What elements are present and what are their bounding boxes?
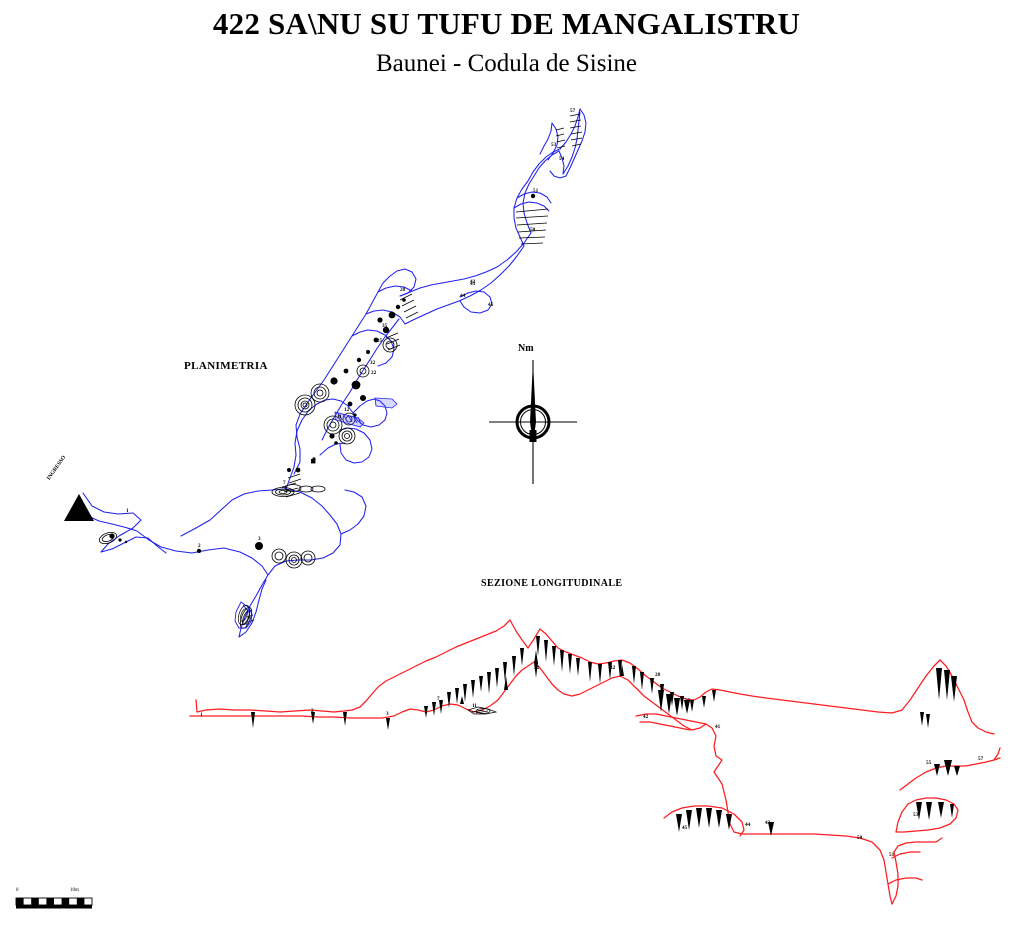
station-label: 51 bbox=[533, 188, 539, 194]
station-label: 3 bbox=[386, 711, 389, 717]
section-inset-hatch bbox=[237, 605, 251, 625]
station-label: 11 bbox=[337, 414, 342, 420]
station-label: 55 bbox=[926, 760, 932, 766]
station-label: 42 bbox=[470, 279, 476, 285]
station-label: 45 bbox=[682, 825, 688, 831]
station-label: 25 bbox=[377, 338, 383, 344]
station-label: 50 bbox=[530, 227, 536, 233]
station-label: 32 bbox=[610, 665, 616, 671]
page-subtitle: Baunei - Codula de Sisine bbox=[375, 50, 638, 77]
planimetria-label: PLANIMETRIA bbox=[184, 360, 268, 372]
station-label: 1 bbox=[200, 712, 203, 718]
station-label: 44 bbox=[460, 293, 466, 299]
station-label: 2 bbox=[198, 543, 201, 549]
station-label: 35 bbox=[382, 323, 388, 329]
station-label: 43 bbox=[765, 820, 771, 826]
sezione-longitudinale-label: SEZIONE LONGITUDINALE bbox=[481, 578, 623, 589]
station-label: 44 bbox=[745, 822, 751, 828]
station-label: 57 bbox=[978, 756, 984, 762]
station-label: 53 bbox=[913, 812, 919, 818]
section-profile bbox=[189, 619, 1001, 905]
section-station-labels: 1 2 3 7 11 22 32 28 25 42 41 45 44 43 50 51 53 55 57 bbox=[200, 665, 984, 858]
scale-start-label: 0 bbox=[16, 888, 19, 893]
page-title: 422 SA\NU SU TUFU DE MANGALISTRU bbox=[212, 6, 801, 41]
station-label: 32 bbox=[370, 360, 376, 366]
north-label: Nm bbox=[518, 343, 534, 354]
scale-end-label: 10m bbox=[70, 888, 79, 893]
station-label: 7 bbox=[283, 480, 286, 486]
scale-bar bbox=[15, 897, 93, 909]
station-label: 25 bbox=[685, 698, 691, 704]
station-label: 28 bbox=[400, 287, 406, 293]
station-label: 57 bbox=[570, 108, 576, 114]
station-label: 50 bbox=[857, 835, 863, 841]
station-label: 1 bbox=[126, 508, 129, 514]
plan-slope-hatching bbox=[245, 113, 583, 623]
entrance-triangle-icon bbox=[64, 494, 94, 521]
station-label: 53 bbox=[551, 142, 557, 148]
section-floor-blocks bbox=[467, 706, 498, 715]
station-label: 41 bbox=[389, 313, 395, 319]
station-label: 2 bbox=[311, 708, 314, 714]
station-label: 22 bbox=[371, 370, 377, 376]
station-label: 11 bbox=[472, 703, 477, 709]
station-label: 54 bbox=[559, 156, 565, 162]
station-label: 42 bbox=[643, 714, 649, 720]
station-label: 51 bbox=[889, 852, 895, 858]
plan-formations bbox=[109, 193, 536, 554]
station-label: 3 bbox=[258, 536, 261, 542]
station-label: 12 bbox=[344, 407, 350, 413]
station-label: 22 bbox=[534, 665, 540, 671]
station-label: 7 bbox=[437, 696, 440, 702]
plan-sediment-bank bbox=[334, 397, 398, 428]
station-label: 43 bbox=[470, 281, 476, 287]
station-label: 41 bbox=[715, 724, 721, 730]
station-label: 28 bbox=[655, 672, 661, 678]
plan-passage-outline bbox=[82, 108, 587, 638]
station-label: 45 bbox=[488, 302, 494, 308]
section-stalactites bbox=[251, 636, 960, 836]
compass-rose bbox=[489, 360, 577, 484]
